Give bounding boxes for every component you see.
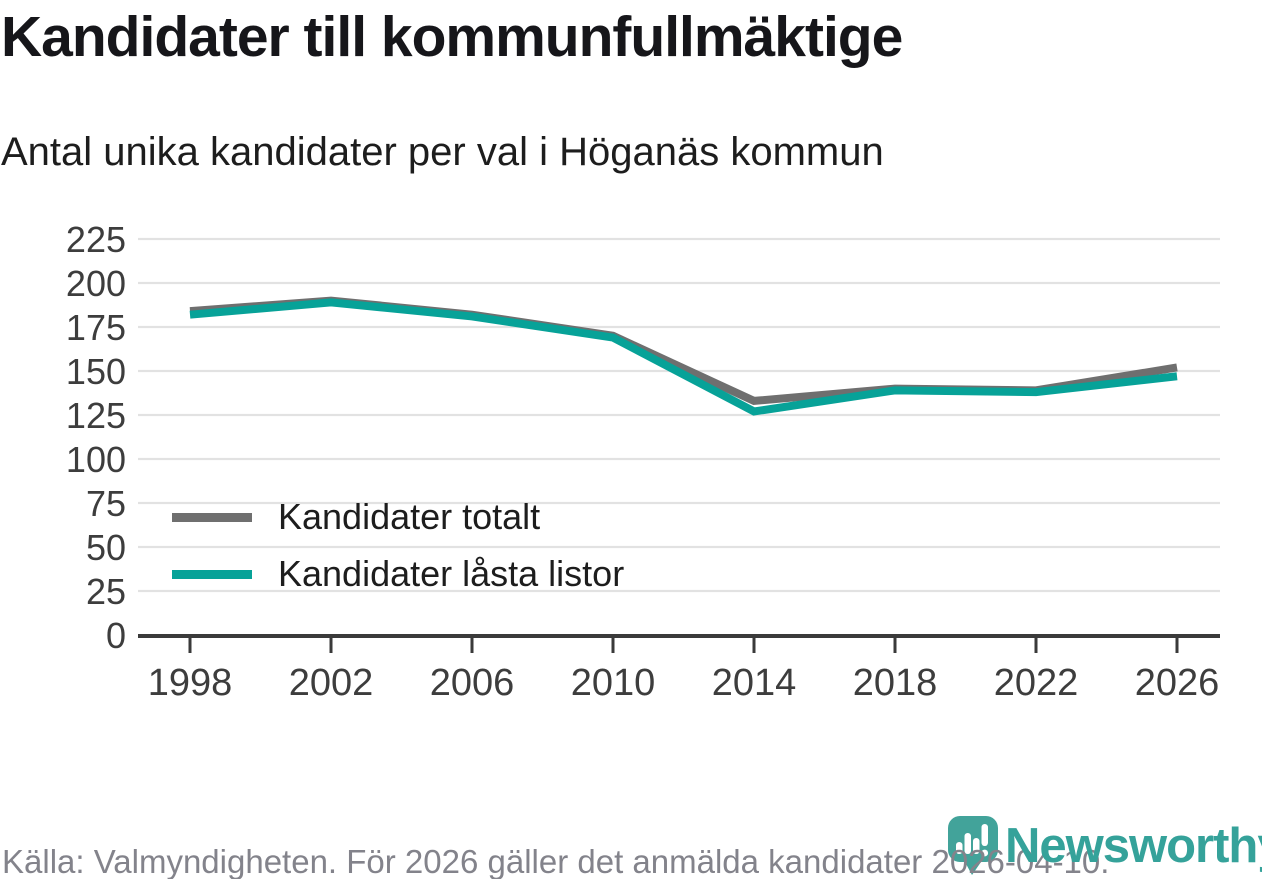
x-tick-label: 2026 — [1135, 662, 1220, 704]
x-tick-label: 2022 — [994, 662, 1079, 704]
legend-swatch-lasta-listor — [172, 569, 252, 579]
source-note: Källa: Valmyndigheten. För 2026 gäller d… — [2, 843, 1110, 879]
y-tick-label: 150 — [66, 351, 126, 392]
chart-subtitle: Antal unika kandidater per val i Höganäs… — [1, 130, 884, 174]
y-tick-label: 175 — [66, 307, 126, 348]
x-tick-label: 2002 — [289, 662, 374, 704]
newsworthy-logo-icon — [948, 816, 998, 875]
y-tick-label: 125 — [66, 395, 126, 436]
series-line-kandidater-totalt — [189, 296, 1178, 405]
series-line-kandidater-lasta-listor — [189, 298, 1178, 416]
bar-medium — [973, 838, 980, 854]
y-tick-label: 100 — [66, 439, 126, 480]
chart-title: Kandidater till kommunfullmäktige — [1, 5, 903, 69]
exclamation-dot — [981, 849, 989, 857]
x-tick-label: 1998 — [148, 662, 233, 704]
legend-swatch-totalt — [172, 512, 252, 522]
y-tick-label: 50 — [86, 527, 126, 568]
y-tick-label: 225 — [66, 219, 126, 260]
chart-legend: Kandidater totalt Kandidater låsta listo… — [172, 496, 625, 594]
y-tick-label: 0 — [106, 615, 126, 656]
y-tick-label: 75 — [86, 483, 126, 524]
newsworthy-wordmark: Newsworthy — [1005, 819, 1262, 873]
legend-label-lasta-listor: Kandidater låsta listor — [278, 553, 625, 594]
legend-item-totalt: Kandidater totalt — [172, 496, 624, 537]
legend-label-totalt: Kandidater totalt — [278, 496, 541, 537]
x-tick-label: 2010 — [571, 662, 656, 704]
y-tick-label: 25 — [86, 571, 126, 612]
exclamation-bar — [981, 824, 988, 846]
x-tick-label: 2018 — [853, 662, 938, 704]
bar-small — [956, 842, 963, 854]
bar-tall — [964, 833, 971, 854]
legend-item-lasta-listor: Kandidater låsta listor — [172, 553, 625, 594]
x-tick-label: 2014 — [712, 662, 797, 704]
x-tick-label: 2006 — [430, 662, 515, 704]
y-tick-label: 200 — [66, 263, 126, 304]
